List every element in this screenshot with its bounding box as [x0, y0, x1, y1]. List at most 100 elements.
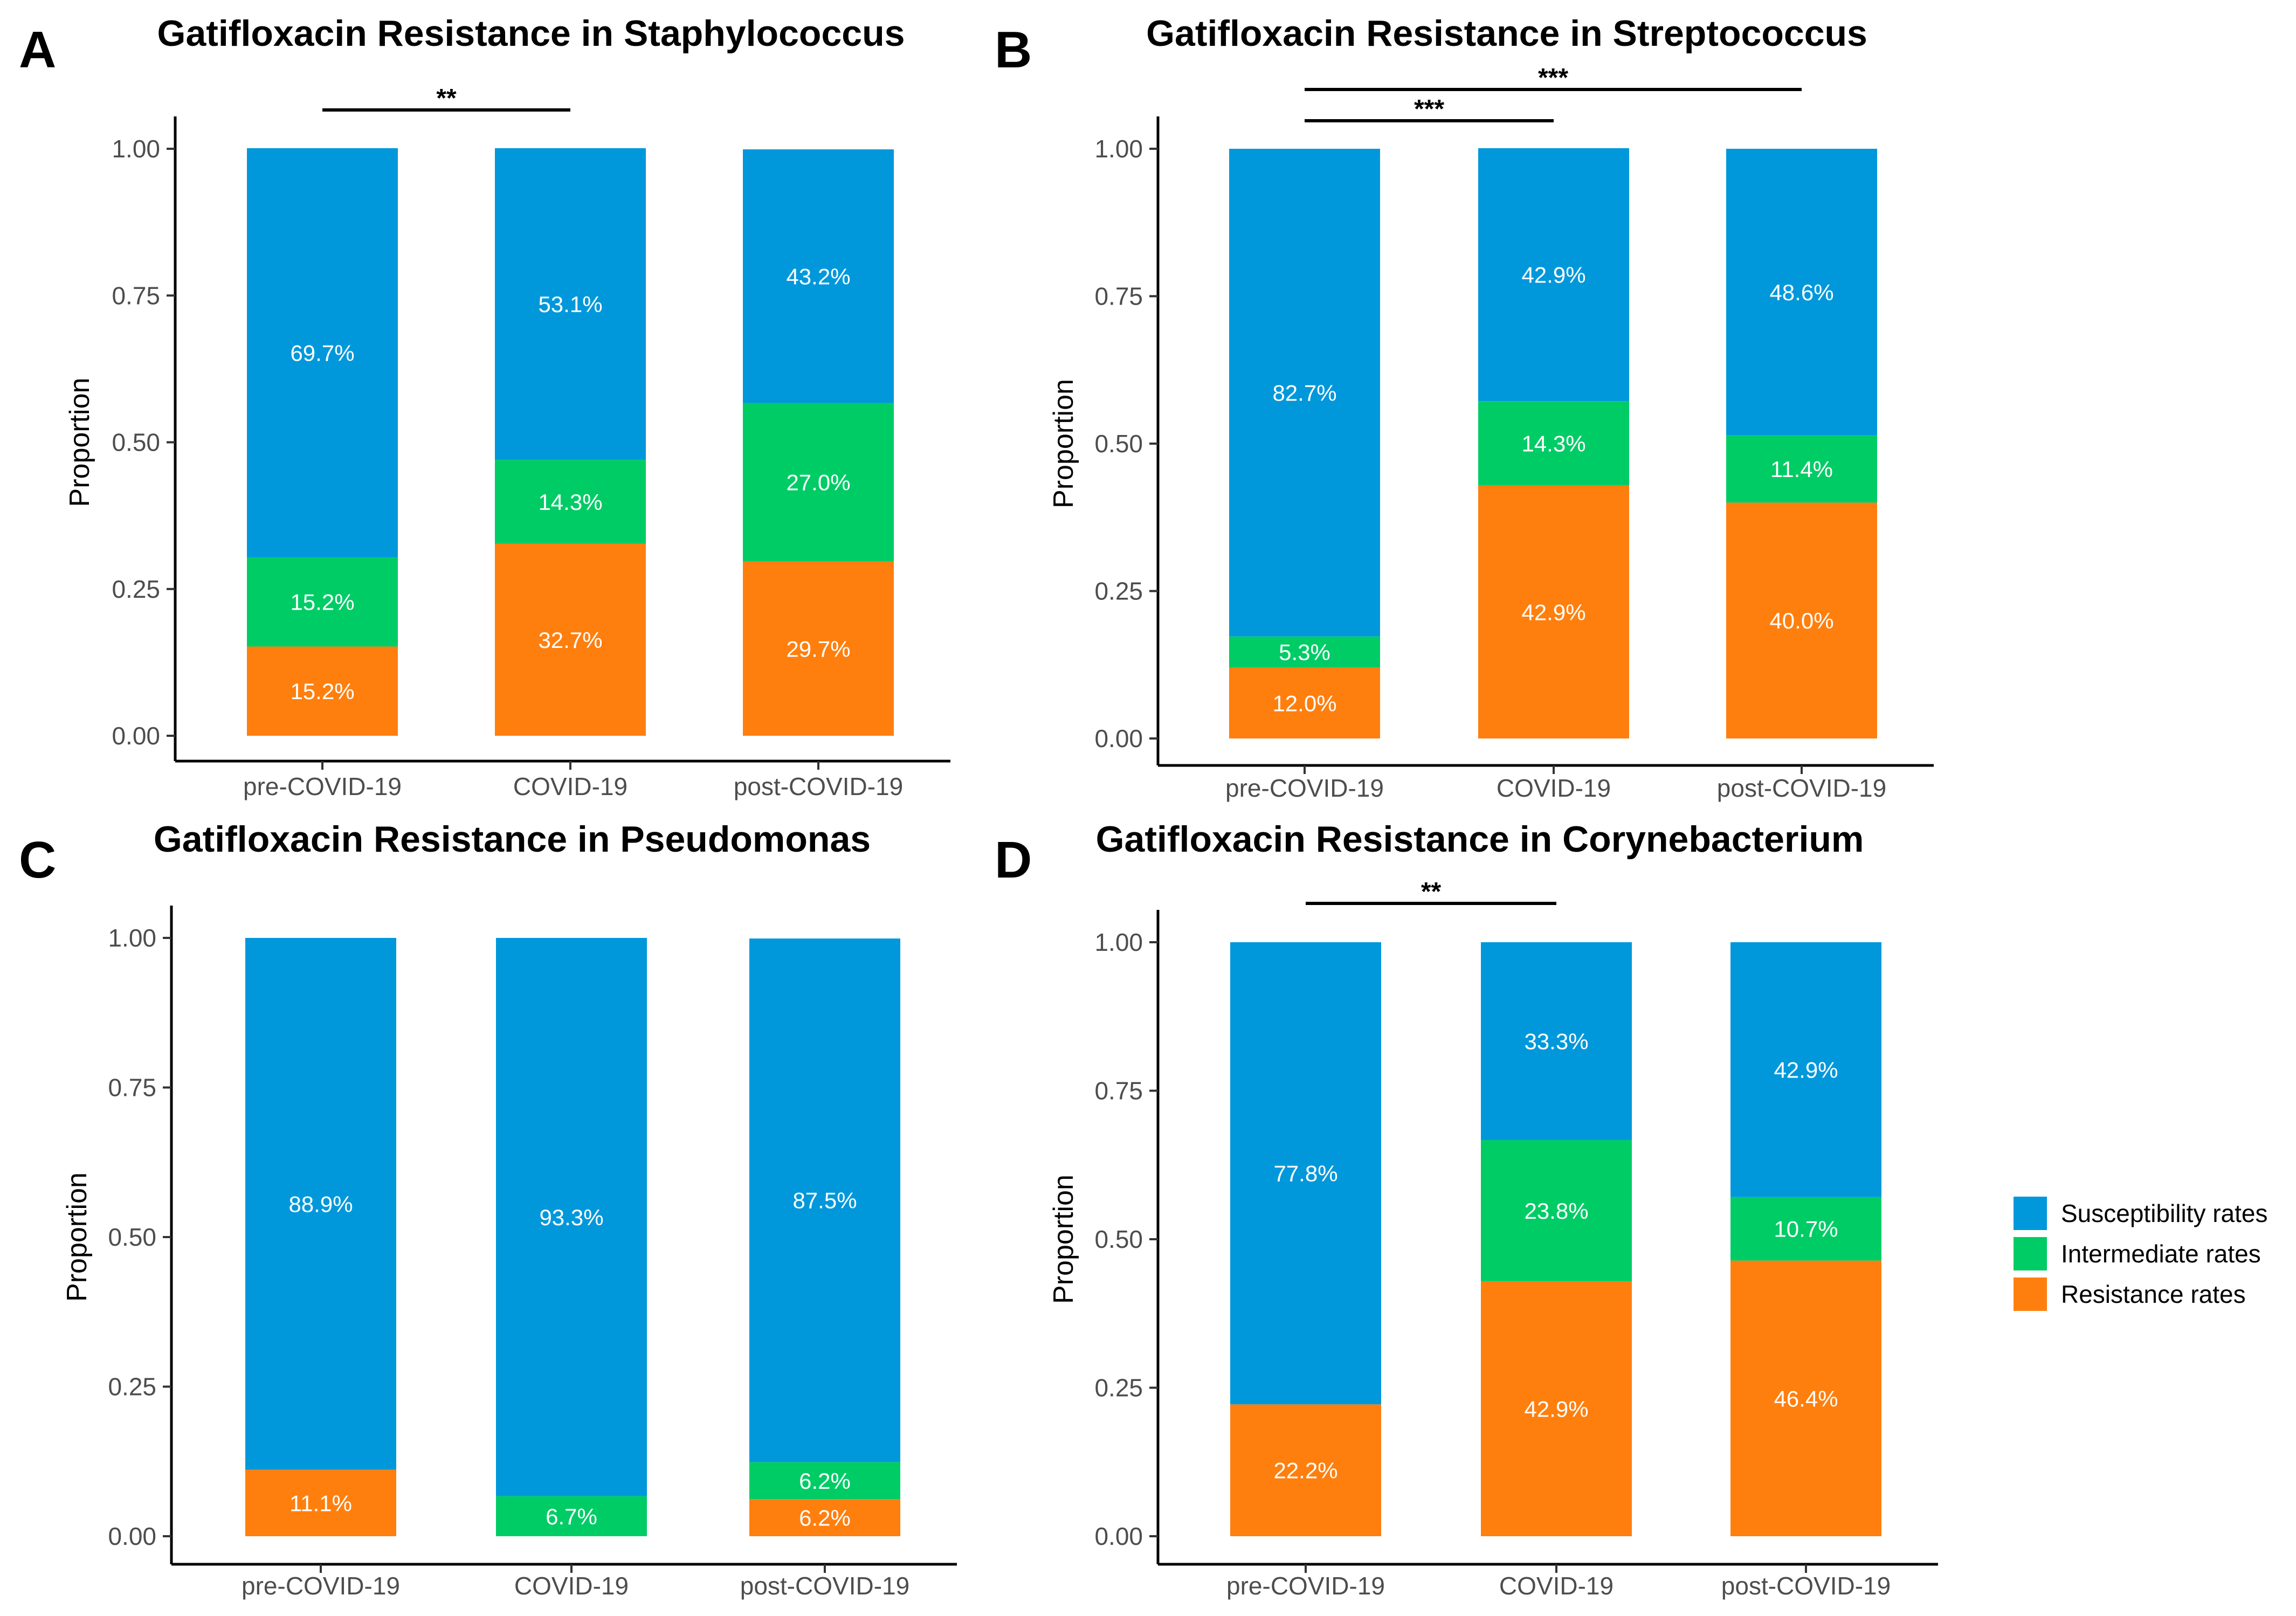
bar-segment — [1730, 1197, 1881, 1261]
y-tick-label: 0.75 — [108, 1074, 156, 1102]
data-label: 40.0% — [1769, 608, 1833, 633]
bar-segment — [1726, 435, 1877, 503]
bar-segment — [247, 557, 398, 647]
bar-segment — [749, 1499, 900, 1536]
legend: Susceptibility rates Intermediate rates Re… — [2014, 1197, 2268, 1311]
bar-segment — [1481, 1140, 1632, 1282]
bar-segment — [1478, 485, 1629, 738]
x-tick-label: pre-COVID-19 — [1226, 1572, 1385, 1600]
chart-title: Gatifloxacin Resistance in Streptococcus — [1146, 13, 1867, 54]
bar-segment — [496, 938, 647, 1496]
x-tick-label: COVID-19 — [1497, 774, 1611, 802]
y-tick-label: 0.25 — [112, 575, 160, 603]
bar-segment — [749, 1462, 900, 1500]
y-tick-label: 0.75 — [1094, 1077, 1143, 1105]
x-tick-label: post-COVID-19 — [1721, 1572, 1891, 1600]
data-label: 23.8% — [1524, 1198, 1588, 1224]
panel-letter: C — [19, 831, 56, 889]
data-label: 10.7% — [1774, 1217, 1838, 1242]
data-label: 14.3% — [1521, 431, 1585, 456]
chart-title: Gatifloxacin Resistance in Pseudomonas — [154, 819, 871, 860]
data-label: 27.0% — [786, 470, 850, 495]
panel-letter: D — [995, 831, 1032, 889]
data-label: 69.7% — [290, 340, 354, 365]
legend-swatch — [2014, 1237, 2047, 1270]
bar-segment — [495, 460, 646, 544]
bar-segment — [495, 148, 646, 460]
data-label: 46.4% — [1774, 1386, 1838, 1411]
data-label: 42.9% — [1521, 263, 1585, 288]
y-axis-title: Proportion — [1048, 379, 1079, 508]
bar-segment — [496, 1496, 647, 1536]
legend-label: Resistance rates — [2061, 1280, 2246, 1308]
bar-segment — [1726, 149, 1877, 436]
y-tick-label: 0.00 — [112, 722, 160, 750]
bar-segment — [1730, 942, 1881, 1197]
bar-segment — [1229, 149, 1380, 637]
x-tick-label: pre-COVID-19 — [243, 772, 402, 800]
bar-segment — [1478, 148, 1629, 402]
data-label: 88.9% — [288, 1191, 353, 1217]
panel-B: B Gatifloxacin Resistance in Streptococcu… — [995, 13, 1934, 802]
y-tick-label: 0.50 — [1094, 1225, 1143, 1253]
data-label: 15.2% — [290, 590, 354, 615]
bar-segment — [1481, 942, 1632, 1140]
y-tick-label: 1.00 — [1094, 135, 1143, 163]
bar-segment — [1726, 502, 1877, 738]
significance-label: *** — [1538, 64, 1568, 92]
bar-segment — [1230, 942, 1381, 1405]
data-label: 11.1% — [289, 1490, 352, 1516]
chart-title: Gatifloxacin Resistance in Corynebacteri… — [1096, 819, 1864, 860]
data-label: 11.4% — [1770, 457, 1833, 482]
x-tick-label: pre-COVID-19 — [1225, 774, 1384, 802]
significance-label: *** — [1414, 95, 1444, 123]
chart-title: Gatifloxacin Resistance in Staphylococcu… — [157, 13, 905, 54]
y-tick-label: 0.25 — [1094, 1374, 1143, 1402]
y-tick-label: 0.50 — [1094, 430, 1143, 458]
data-label: 33.3% — [1524, 1028, 1588, 1054]
legend-label: Intermediate rates — [2061, 1240, 2261, 1268]
y-tick-label: 0.75 — [1094, 282, 1143, 310]
y-tick-label: 1.00 — [112, 135, 160, 163]
x-tick-label: post-COVID-19 — [740, 1572, 909, 1600]
legend-swatch — [2014, 1277, 2047, 1311]
panel-letter: A — [19, 21, 56, 79]
bar-segment — [247, 646, 398, 736]
data-label: 82.7% — [1272, 380, 1336, 405]
data-label: 87.5% — [792, 1188, 857, 1213]
bar-segment — [495, 543, 646, 736]
significance-label: ** — [1421, 878, 1442, 906]
x-tick-label: post-COVID-19 — [734, 772, 903, 800]
y-tick-label: 1.00 — [1094, 928, 1143, 956]
panel-A: A Gatifloxacin Resistance in Staphylococc… — [19, 13, 950, 800]
bar-segment — [1230, 1404, 1381, 1536]
data-label: 93.3% — [539, 1205, 603, 1230]
data-label: 42.9% — [1774, 1057, 1838, 1082]
data-label: 6.2% — [799, 1468, 851, 1494]
legend-swatch — [2014, 1197, 2047, 1230]
data-label: 29.7% — [786, 636, 850, 661]
data-label: 6.7% — [546, 1504, 597, 1529]
data-label: 14.3% — [538, 489, 602, 515]
y-tick-label: 0.00 — [108, 1522, 156, 1550]
bar-segment — [1481, 1281, 1632, 1536]
x-tick-label: post-COVID-19 — [1717, 774, 1886, 802]
bar-segment — [1229, 636, 1380, 668]
legend-label: Susceptibility rates — [2061, 1199, 2268, 1227]
y-tick-label: 0.00 — [1094, 724, 1143, 752]
bar-segment — [1730, 1260, 1881, 1536]
y-tick-label: 0.25 — [1094, 577, 1143, 605]
bar-segment — [247, 148, 398, 557]
panel-C: C Gatifloxacin Resistance in Pseudomonas 0… — [19, 819, 957, 1600]
data-label: 15.2% — [290, 679, 354, 704]
panel-letter: B — [995, 21, 1032, 79]
data-label: 6.2% — [799, 1505, 851, 1531]
bar-segment — [245, 1469, 396, 1536]
data-label: 42.9% — [1521, 599, 1585, 625]
x-tick-label: COVID-19 — [514, 1572, 629, 1600]
y-tick-label: 0.50 — [112, 429, 160, 457]
data-label: 53.1% — [538, 292, 602, 317]
bar-segment — [245, 938, 396, 1470]
bar-segment — [749, 938, 900, 1462]
